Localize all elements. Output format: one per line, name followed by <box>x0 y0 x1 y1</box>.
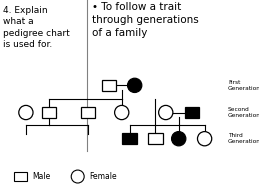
Ellipse shape <box>197 132 212 146</box>
Ellipse shape <box>71 170 84 183</box>
Bar <box>102 80 116 91</box>
Bar <box>42 107 56 118</box>
Ellipse shape <box>171 132 186 146</box>
Ellipse shape <box>128 78 142 93</box>
Text: • To follow a trait
through generations
of a family: • To follow a trait through generations … <box>92 2 199 38</box>
Text: First
Generation: First Generation <box>228 80 259 91</box>
Text: 4. Explain
what a
pedigree chart
is used for.: 4. Explain what a pedigree chart is used… <box>3 6 69 49</box>
Text: Female: Female <box>89 172 117 181</box>
Ellipse shape <box>159 105 173 120</box>
Bar <box>184 107 199 118</box>
Bar <box>122 133 137 144</box>
Bar <box>148 133 163 144</box>
Bar <box>81 107 95 118</box>
Bar <box>14 172 27 181</box>
Text: Third
Generation: Third Generation <box>228 133 259 144</box>
Text: Male: Male <box>32 172 51 181</box>
Ellipse shape <box>19 105 33 120</box>
Ellipse shape <box>114 105 129 120</box>
Text: Second
Generation: Second Generation <box>228 107 259 118</box>
